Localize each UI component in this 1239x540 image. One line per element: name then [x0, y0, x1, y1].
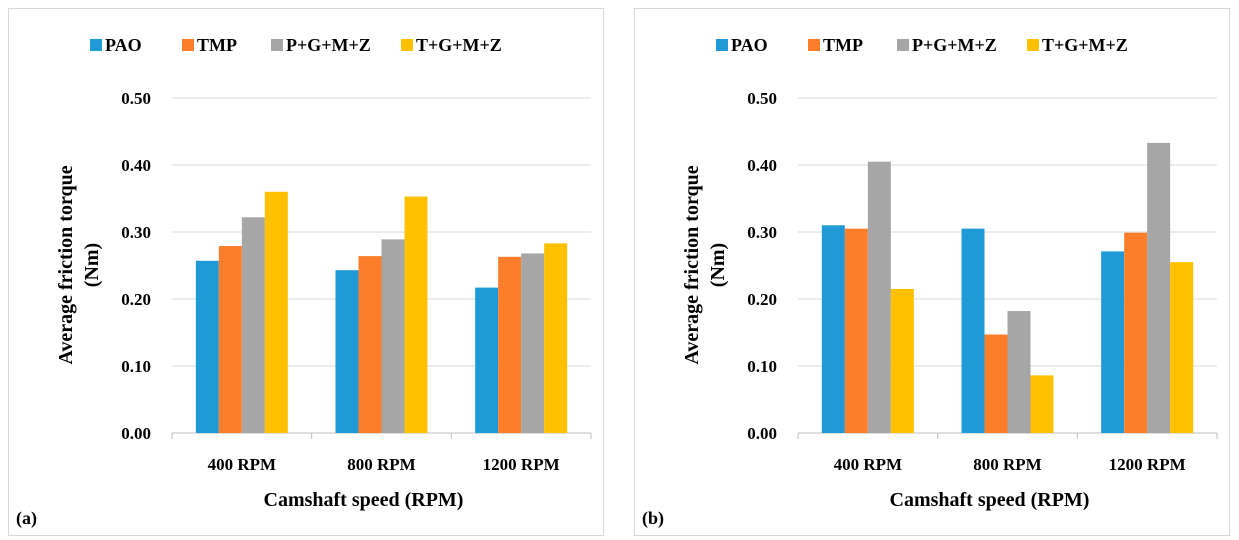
bar-pao-1200-rpm: [1101, 251, 1125, 433]
x-axis-title: Camshaft speed (RPM): [264, 489, 464, 511]
legend-swatch: [1027, 39, 1039, 51]
bar-tmp-800-rpm: [984, 334, 1008, 433]
bar-pao-800-rpm: [961, 228, 985, 433]
bar-pao-800-rpm: [335, 270, 359, 433]
legend-label: P+G+M+Z: [286, 35, 371, 55]
legend-label: TMP: [197, 35, 237, 55]
legend-swatch: [808, 39, 820, 51]
panel-label-a: (a): [16, 508, 37, 528]
y-tick-label: 0.20: [747, 290, 777, 309]
bar-tmp-400-rpm: [844, 228, 868, 433]
legend-swatch: [716, 39, 728, 51]
y-tick-label: 0.40: [747, 156, 777, 175]
y-tick-label: 0.10: [121, 357, 151, 376]
bar-t-g-m-z-800-rpm: [404, 196, 428, 433]
bar-tmp-1200-rpm: [1124, 232, 1148, 433]
y-tick-label: 0.30: [121, 223, 151, 242]
x-tick-label: 1200 RPM: [1109, 455, 1186, 474]
legend-swatch: [90, 39, 102, 51]
legend-swatch: [401, 39, 413, 51]
bar-tmp-1200-rpm: [498, 256, 522, 433]
chart-panel-b: 0.00 0.10 0.20 0.30 0.40 0.50 400 RPM 800 RPM 12…: [634, 8, 1230, 536]
bar-p-g-m-z-800-rpm: [381, 239, 405, 433]
y-tick-label: 0.10: [747, 357, 777, 376]
legend-label: P+G+M+Z: [912, 35, 997, 55]
legend-label: PAO: [105, 35, 142, 55]
x-tick-label: 800 RPM: [973, 455, 1041, 474]
x-tick-label: 400 RPM: [834, 455, 902, 474]
bar-p-g-m-z-400-rpm: [241, 217, 265, 433]
chart-b-svg: 0.00 0.10 0.20 0.30 0.40 0.50 400 RPM 800 RPM 12…: [681, 35, 1218, 511]
bar-p-g-m-z-400-rpm: [867, 161, 891, 433]
y-axis-title: Average friction torque (Nm): [55, 165, 103, 364]
legend-swatch: [897, 39, 909, 51]
bar-t-g-m-z-400-rpm: [890, 288, 914, 433]
bar-tmp-400-rpm: [218, 246, 242, 433]
x-tick-label: 400 RPM: [208, 455, 276, 474]
y-tick-label: 0.40: [121, 156, 151, 175]
legend-swatch: [271, 39, 283, 51]
x-tick-label: 1200 RPM: [483, 455, 560, 474]
panel-label-b: (b): [642, 508, 664, 528]
chart-a-svg: 0.00 0.10 0.20 0.30 0.40 0.50 400 RPM 800 RPM 12…: [55, 35, 592, 511]
bar-p-g-m-z-800-rpm: [1007, 311, 1031, 433]
bar-t-g-m-z-400-rpm: [264, 191, 288, 433]
x-tick-label: 800 RPM: [347, 455, 415, 474]
y-tick-label: 0.20: [121, 290, 151, 309]
bar-pao-400-rpm: [821, 225, 845, 433]
bar-tmp-800-rpm: [358, 256, 382, 433]
y-tick-label: 0.00: [747, 424, 777, 443]
bar-t-g-m-z-1200-rpm: [1170, 262, 1194, 433]
y-tick-label: 0.30: [747, 223, 777, 242]
y-tick-label: 0.50: [747, 89, 777, 108]
x-axis-title: Camshaft speed (RPM): [890, 489, 1090, 511]
bar-t-g-m-z-800-rpm: [1030, 375, 1054, 433]
legend-swatch: [182, 39, 194, 51]
bar-p-g-m-z-1200-rpm: [521, 253, 545, 433]
legend-label: T+G+M+Z: [416, 35, 502, 55]
legend-label: PAO: [731, 35, 768, 55]
y-tick-label: 0.50: [121, 89, 151, 108]
legend-label: TMP: [823, 35, 863, 55]
bar-p-g-m-z-1200-rpm: [1147, 142, 1171, 433]
chart-panel-a: 0.00 0.10 0.20 0.30 0.40 0.50 400 RPM 800 RPM 12…: [8, 8, 604, 536]
bar-pao-1200-rpm: [475, 287, 499, 433]
bar-t-g-m-z-1200-rpm: [544, 243, 568, 433]
y-axis-title: Average friction torque (Nm): [681, 165, 729, 364]
legend-label: T+G+M+Z: [1042, 35, 1128, 55]
bar-pao-400-rpm: [195, 260, 219, 433]
y-tick-label: 0.00: [121, 424, 151, 443]
